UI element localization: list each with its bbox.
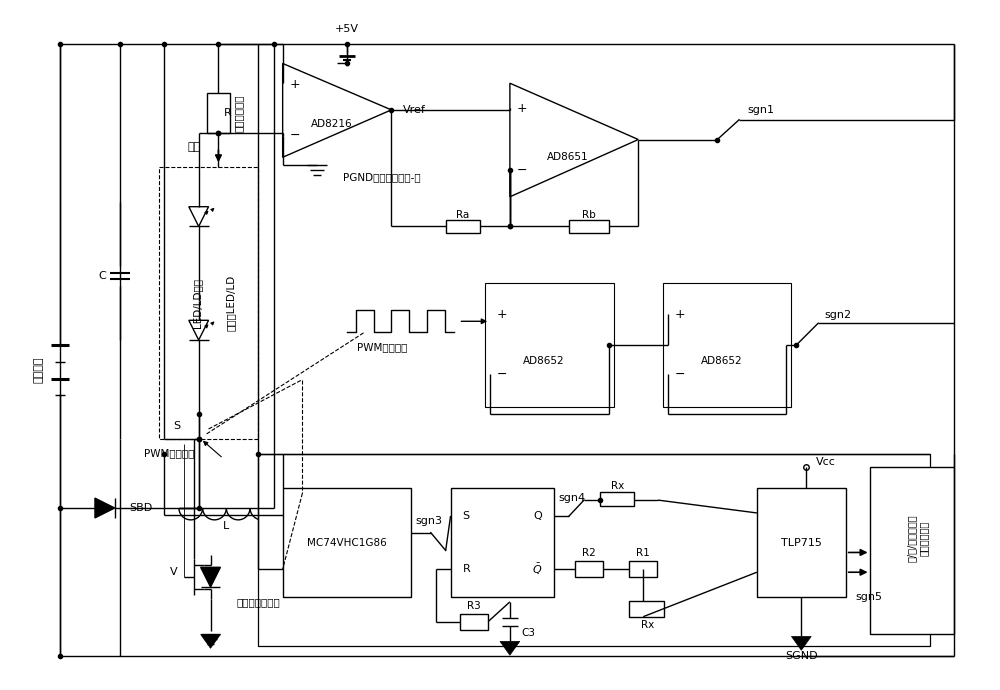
Bar xyxy=(629,562,657,577)
Text: C: C xyxy=(98,271,106,281)
Text: R3: R3 xyxy=(467,601,481,611)
Text: L: L xyxy=(223,521,229,531)
Text: TLP715: TLP715 xyxy=(781,538,822,548)
Polygon shape xyxy=(95,498,115,518)
Bar xyxy=(258,453,930,647)
Bar xyxy=(485,283,614,407)
Text: sgn3: sgn3 xyxy=(415,516,442,526)
Bar xyxy=(757,489,846,597)
Text: V: V xyxy=(170,567,178,578)
Bar xyxy=(575,562,603,577)
Polygon shape xyxy=(201,567,220,587)
Text: AD8651: AD8651 xyxy=(547,152,588,162)
Text: Ra: Ra xyxy=(456,210,469,219)
Text: R2: R2 xyxy=(582,549,596,558)
Text: 声/光/电告警装置: 声/光/电告警装置 xyxy=(907,515,917,562)
Text: S: S xyxy=(462,511,470,521)
Text: −: − xyxy=(497,368,507,381)
Text: −: − xyxy=(289,129,300,142)
Polygon shape xyxy=(500,642,520,656)
Text: R: R xyxy=(462,564,470,574)
Text: PGND（放大器电源-）: PGND（放大器电源-） xyxy=(343,172,420,182)
Bar xyxy=(446,219,480,233)
Text: 或单叺LED/LD: 或单叺LED/LD xyxy=(225,275,235,331)
Text: R1: R1 xyxy=(636,549,650,558)
Text: C3: C3 xyxy=(522,629,536,638)
Text: Rb: Rb xyxy=(582,210,596,219)
Text: −: − xyxy=(516,164,527,177)
Text: S: S xyxy=(173,421,181,431)
Bar xyxy=(283,489,411,597)
Text: Vcc: Vcc xyxy=(816,457,836,466)
Text: PWM调光开关: PWM调光开关 xyxy=(144,448,194,459)
Text: R: R xyxy=(223,108,231,118)
Text: Q: Q xyxy=(534,511,542,521)
Text: Rx: Rx xyxy=(641,620,654,629)
Text: Rx: Rx xyxy=(611,481,624,491)
Text: $\bar{Q}$: $\bar{Q}$ xyxy=(532,562,542,577)
Text: sgn4: sgn4 xyxy=(559,493,586,503)
Bar xyxy=(870,466,954,635)
Bar xyxy=(569,219,609,233)
Text: −: − xyxy=(675,368,685,381)
Text: AD8652: AD8652 xyxy=(523,356,564,366)
Text: +: + xyxy=(497,308,507,321)
Text: +: + xyxy=(289,77,300,90)
Text: Vref: Vref xyxy=(403,105,426,115)
Text: +: + xyxy=(516,101,527,115)
Text: 开路保护装置: 开路保护装置 xyxy=(919,521,929,556)
Text: SGND: SGND xyxy=(785,651,818,661)
Polygon shape xyxy=(201,635,220,649)
Text: sgn2: sgn2 xyxy=(824,310,851,320)
Text: SBD: SBD xyxy=(130,503,153,513)
Bar xyxy=(460,613,488,629)
Text: PWM调光信号: PWM调光信号 xyxy=(357,342,408,352)
Bar xyxy=(159,167,258,439)
Text: 电流采集电阫: 电流采集电阫 xyxy=(233,94,243,132)
Text: 恒流: 恒流 xyxy=(187,142,200,152)
Bar xyxy=(663,283,791,407)
Text: 高频功率开关管: 高频功率开关管 xyxy=(236,597,280,607)
Text: 直流电源: 直流电源 xyxy=(34,357,44,383)
Text: AD8216: AD8216 xyxy=(311,119,352,130)
Bar xyxy=(207,93,230,132)
Text: LED/LD串列: LED/LD串列 xyxy=(192,277,202,328)
Text: sgn5: sgn5 xyxy=(856,592,883,602)
Text: +: + xyxy=(674,308,685,321)
Polygon shape xyxy=(791,636,811,650)
Text: AD8652: AD8652 xyxy=(700,356,742,366)
Bar xyxy=(451,489,554,597)
Text: sgn1: sgn1 xyxy=(747,105,774,115)
Bar xyxy=(600,492,634,506)
Bar xyxy=(629,601,664,617)
Text: MC74VHC1G86: MC74VHC1G86 xyxy=(307,538,387,548)
Text: +5V: +5V xyxy=(335,24,359,34)
